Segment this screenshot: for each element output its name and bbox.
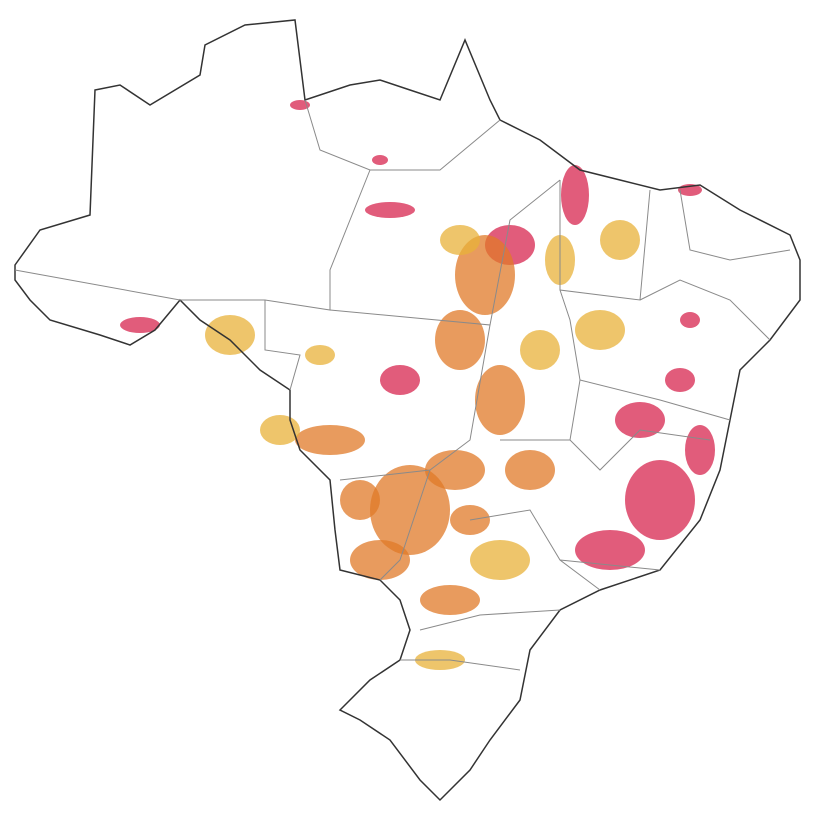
patch-high [290,100,310,110]
patch-medium [295,425,365,455]
patch-high [575,530,645,570]
state-borders [14,99,791,671]
patch-low [470,540,530,580]
patch-medium [420,585,480,615]
patch-medium [455,235,515,315]
patch-high [120,317,160,333]
patch-low [305,345,335,365]
patch-low [600,220,640,260]
patch-medium [475,365,525,435]
patch-high [561,165,589,225]
patch-medium [370,465,450,555]
patch-low [440,225,480,255]
density-patches [120,100,715,670]
country-outline [14,19,801,802]
patch-low [205,315,255,355]
patch-medium [350,540,410,580]
patch-low [520,330,560,370]
patch-high [625,460,695,540]
patch-high [680,312,700,328]
patch-low [260,415,300,445]
patch-medium [425,450,485,490]
patch-medium [505,450,555,490]
patch-low [575,310,625,350]
patch-high [685,425,715,475]
patch-high [665,368,695,392]
patch-medium [435,310,485,370]
patch-high [372,155,388,165]
patch-medium [340,480,380,520]
patch-high [615,402,665,438]
patch-high [365,202,415,218]
patch-high [380,365,420,395]
